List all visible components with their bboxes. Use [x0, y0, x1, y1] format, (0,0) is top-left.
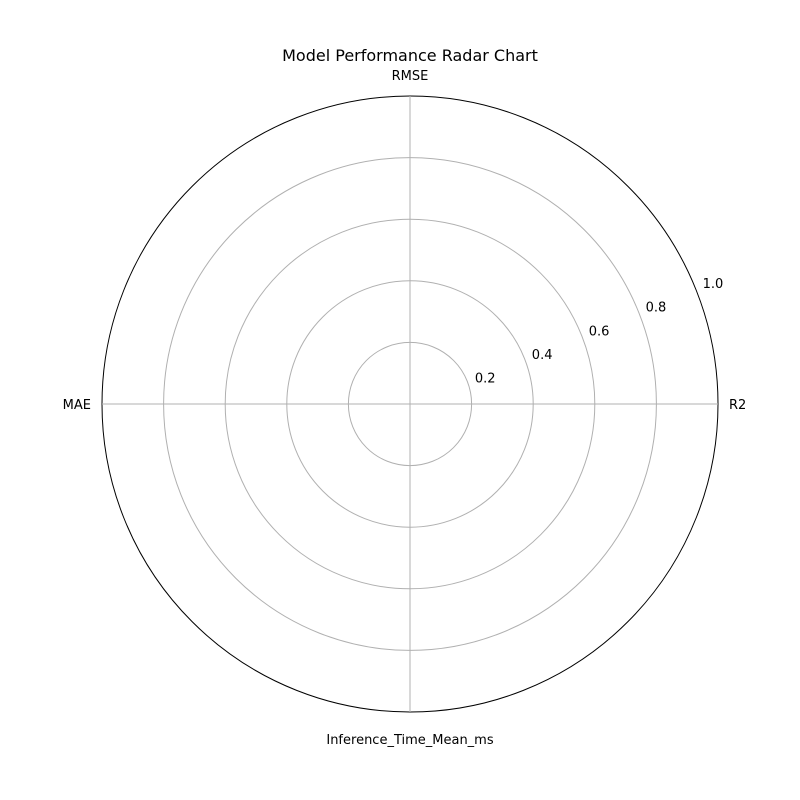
r-tick-label: 0.6 [589, 324, 610, 339]
r-tick-label: 0.8 [646, 301, 667, 316]
chart-title: Model Performance Radar Chart [282, 46, 538, 65]
r-tick-label: 0.4 [532, 348, 553, 363]
r-tick-label: 1.0 [703, 277, 724, 292]
axis-label-inference-time-mean-ms: Inference_Time_Mean_ms [326, 733, 493, 748]
axis-label-mae: MAE [63, 398, 91, 413]
grid-layer [101, 95, 719, 713]
axis-label-rmse: RMSE [392, 69, 429, 84]
axis-labels: R2 RMSE MAE Inference_Time_Mean_ms [63, 69, 747, 748]
axis-label-r2: R2 [729, 398, 746, 413]
radial-tick-labels: 0.2 0.4 0.6 0.8 1.0 [475, 277, 723, 386]
r-tick-label: 0.2 [475, 371, 496, 386]
